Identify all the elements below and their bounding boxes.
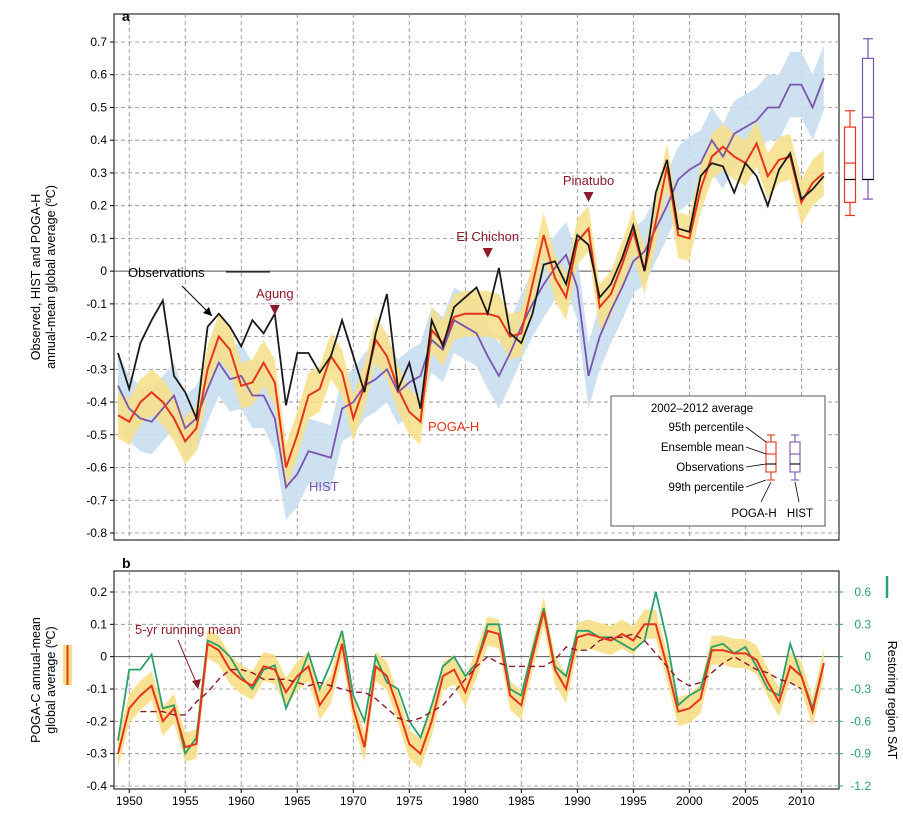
y-tick-label-b: 0.1 <box>90 617 107 631</box>
y-tick-label-a: 0.5 <box>90 100 107 114</box>
poga-c-spread-band <box>118 596 824 769</box>
y-tick-label-a: -0.2 <box>86 330 107 344</box>
x-tick-label-b: 1950 <box>116 794 143 808</box>
restoring-sat-line <box>117 591 825 756</box>
y-axis-label-b: POGA-C annual-meanglobal average (ºC) <box>29 617 58 743</box>
y-tick-label-a: 0.2 <box>90 199 107 213</box>
y-tick-label-a: -0.8 <box>86 526 107 540</box>
poga-c-line <box>117 611 825 756</box>
event-marker-icon <box>482 248 493 258</box>
running-mean-pointer-head <box>192 679 201 689</box>
observations-line <box>117 151 825 422</box>
y-axis-label-a-line2: annual-mean global average (ºC) <box>44 185 58 369</box>
boxplot-box <box>861 57 875 181</box>
y-tick-label-b: 0.2 <box>90 585 107 599</box>
y-tick-label-a: 0.3 <box>90 166 107 180</box>
y-tick-label-a: 0.4 <box>90 133 107 147</box>
x-tick-label-b: 1990 <box>564 794 591 808</box>
x-tick-label-b: 1995 <box>620 794 647 808</box>
legend-item-label: 95th percentile <box>669 422 744 434</box>
y-tick-label-right-b: -0.9 <box>850 747 871 761</box>
x-tick-label-b: 2005 <box>732 794 759 808</box>
legend-connector <box>745 463 767 468</box>
x-tick-label-b: 1975 <box>396 794 423 808</box>
y-tick-label-a: -0.1 <box>86 297 107 311</box>
x-tick-label-b: 1960 <box>228 794 255 808</box>
running-mean-line <box>140 633 802 723</box>
plot-frame-b <box>113 570 840 790</box>
y-tick-label-a: 0.7 <box>90 35 107 49</box>
legend-item-label: Ensemble mean <box>661 442 744 454</box>
event-marker-icon <box>269 305 280 315</box>
legend-mini-box <box>789 441 801 473</box>
event-marker-icon <box>583 192 594 202</box>
y-tick-label-right-b: 0.6 <box>854 585 871 599</box>
running-mean-label: 5-yr running mean <box>135 622 241 637</box>
x-tick-label-b: 1980 <box>452 794 479 808</box>
panel-b: b 0.2 0.1 0 -0.1 -0.2 -0.3 -0.4 0.6 0.3 0 -0.3 -0.6 -… <box>29 555 899 808</box>
y-tick-label-right-b: 0 <box>864 650 871 664</box>
event-label: Pinatubo <box>563 173 614 188</box>
legend-title: 2002–2012 average <box>651 403 753 415</box>
legend-connector <box>745 479 767 488</box>
panel-a: a 0.7 0.6 0.5 0.4 0.3 0.2 0.1 0 -0.1 -0.2 -0.3 -0.4 -… <box>29 8 875 541</box>
y-tick-label-b: -0.1 <box>86 682 107 696</box>
y-tick-label-a: -0.5 <box>86 428 107 442</box>
y-tick-label-b: 0 <box>100 650 107 664</box>
boxplot-box <box>843 126 857 203</box>
poga-h-spread-band <box>118 120 824 491</box>
y-axis-label-right-b: Restoring region SAT <box>885 641 899 760</box>
y-tick-label-a: 0.6 <box>90 68 107 82</box>
y-tick-label-a: -0.4 <box>86 395 107 409</box>
y-tick-label-a: -0.6 <box>86 461 107 475</box>
y-tick-label-right-b: -0.3 <box>850 682 871 696</box>
y-axis-label-b-line2: global average (ºC) <box>44 626 58 733</box>
y-axis-label-a-line1: Observed, HIST and POGA-H <box>29 194 43 361</box>
observations-label: Observations <box>128 265 205 280</box>
hist-spread-band <box>118 45 824 520</box>
x-tick-label-b: 1985 <box>508 794 535 808</box>
y-tick-label-a: 0 <box>100 264 107 278</box>
panel-label-a: a <box>122 8 130 24</box>
y-tick-label-a: -0.7 <box>86 493 107 507</box>
legend-box: 2002–2012 average 95th percentile Ensemble… <box>610 395 826 527</box>
event-label: El Chichon <box>456 229 519 244</box>
y-tick-label-b: -0.3 <box>86 747 107 761</box>
x-tick-label-b: 1965 <box>284 794 311 808</box>
x-tick-label-b: 1970 <box>340 794 367 808</box>
running-mean-pointer <box>177 639 199 688</box>
legend-box-label: POGA-H <box>731 508 776 520</box>
legend-mini-box <box>765 441 777 473</box>
hist-line <box>117 77 825 490</box>
y-tick-label-b: -0.2 <box>86 714 107 728</box>
legend-box-label: HIST <box>787 508 813 520</box>
hist-label: HIST <box>309 479 339 494</box>
y-axis-label-a: Observed, HIST and POGA-Hannual-mean glo… <box>29 185 58 369</box>
y-tick-label-right-b: -0.6 <box>850 714 871 728</box>
y-tick-label-right-b: -1.2 <box>850 779 871 793</box>
legend-connector <box>794 481 800 503</box>
y-tick-label-b: -0.4 <box>86 779 107 793</box>
panel-label-b: b <box>122 555 131 571</box>
legend-connector <box>760 481 772 503</box>
x-tick-label-b: 2000 <box>676 794 703 808</box>
legend-item-label: Observations <box>676 462 744 474</box>
plot-frame-a <box>113 13 840 541</box>
y-tick-label-a: 0.1 <box>90 231 107 245</box>
legend-connector <box>745 426 767 443</box>
y-tick-label-right-b: 0.3 <box>854 617 871 631</box>
event-label: Agung <box>256 286 294 301</box>
poga-h-line <box>117 141 825 468</box>
legend-connector <box>745 446 767 455</box>
poga-h-label: POGA-H <box>428 419 479 434</box>
y-axis-label-b-line1: POGA-C annual-mean <box>29 617 43 743</box>
x-tick-label-b: 1955 <box>172 794 199 808</box>
y-tick-label-a: -0.3 <box>86 362 107 376</box>
x-tick-label-b: 2010 <box>788 794 815 808</box>
observations-pointer-head <box>203 307 212 316</box>
legend-item-label: 99th percentile <box>669 482 744 494</box>
legend-frame <box>610 395 826 527</box>
